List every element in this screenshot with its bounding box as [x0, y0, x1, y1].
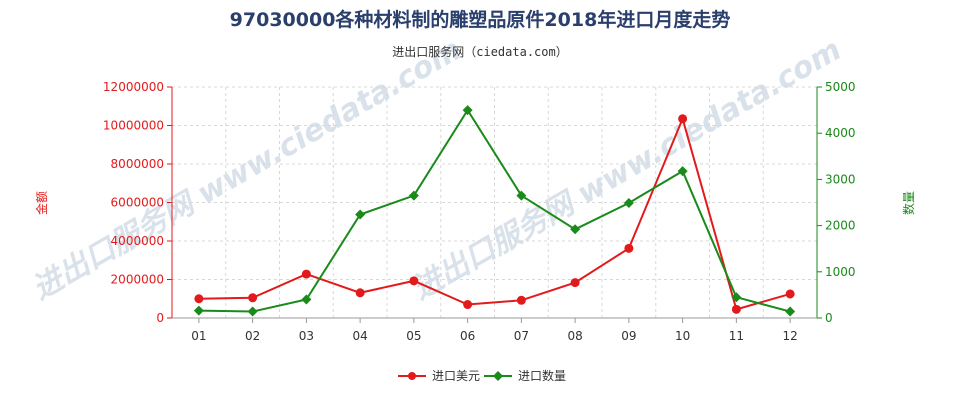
legend: 进口美元 进口数量 — [398, 368, 566, 383]
series-1-point[interactable] — [677, 166, 688, 177]
x-tick-label: 04 — [352, 329, 367, 343]
legend-label-import-qty: 进口数量 — [518, 368, 566, 383]
left-tick-label: 0 — [156, 311, 164, 325]
x-tick-label: 01 — [191, 329, 206, 343]
series-1-point[interactable] — [408, 190, 419, 201]
x-tick-label: 07 — [514, 329, 529, 343]
series-layer — [193, 105, 796, 317]
left-tick-label: 2000000 — [111, 273, 164, 287]
chart-title: 97030000各种材料制的雕塑品原件2018年进口月度走势 — [230, 8, 731, 31]
series-0-point[interactable] — [194, 294, 204, 304]
left-tick-label: 4000000 — [111, 234, 164, 248]
x-tick-label: 03 — [299, 329, 314, 343]
left-tick-label: 6000000 — [111, 196, 164, 210]
right-axis-ticks: 0 1000 2000 3000 4000 5000 — [817, 80, 856, 325]
series-1-point[interactable] — [301, 294, 312, 305]
x-tick-label: 11 — [729, 329, 744, 343]
svg-text:进出口服务网 www.ciedata.com: 进出口服务网 www.ciedata.com — [27, 32, 468, 307]
x-tick-label: 10 — [675, 329, 690, 343]
series-0-point[interactable] — [301, 269, 311, 279]
chart-subtitle: 进出口服务网（ciedata.com） — [392, 44, 567, 59]
series-1-point[interactable] — [355, 209, 366, 220]
x-axis-ticks: 01 02 03 04 05 06 07 08 09 10 11 12 — [191, 318, 798, 343]
x-tick-label: 06 — [460, 329, 475, 343]
series-0-point[interactable] — [463, 300, 473, 310]
right-tick-label: 0 — [825, 311, 833, 325]
left-axis-title: 金额 — [34, 191, 49, 215]
right-tick-label: 5000 — [825, 80, 856, 94]
legend-item-import-qty[interactable]: 进口数量 — [484, 368, 566, 383]
legend-item-import-usd[interactable]: 进口美元 — [398, 369, 480, 383]
series-0-point[interactable] — [624, 243, 634, 253]
series-1-point[interactable] — [731, 292, 742, 303]
series-1-point[interactable] — [785, 306, 796, 317]
series-1-point[interactable] — [462, 105, 473, 116]
series-0-point[interactable] — [516, 295, 526, 305]
series-line-0 — [198, 115, 791, 311]
right-tick-label: 4000 — [825, 126, 856, 140]
series-0-point[interactable] — [355, 288, 365, 298]
series-0-point[interactable] — [409, 276, 419, 286]
series-0-point[interactable] — [248, 293, 258, 303]
left-tick-label: 8000000 — [111, 157, 164, 171]
x-tick-label: 05 — [406, 329, 421, 343]
left-axis-ticks: 0 2000000 4000000 6000000 8000000 10000000 120… — [103, 80, 172, 325]
svg-text:进出口服务网 www.ciedata.com: 进出口服务网 www.ciedata.com — [407, 32, 848, 307]
right-axis-title: 数量 — [901, 191, 916, 215]
series-line-1 — [198, 108, 791, 313]
series-0-point[interactable] — [678, 114, 688, 124]
series-1-point[interactable] — [516, 190, 527, 201]
legend-label-import-usd: 进口美元 — [432, 369, 480, 383]
x-tick-label: 08 — [567, 329, 582, 343]
right-tick-label: 2000 — [825, 219, 856, 233]
right-tick-label: 3000 — [825, 172, 856, 186]
series-1-point[interactable] — [570, 224, 581, 235]
series-0-point[interactable] — [785, 289, 795, 299]
right-tick-label: 1000 — [825, 265, 856, 279]
series-1-point[interactable] — [247, 306, 258, 317]
x-tick-label: 02 — [245, 329, 260, 343]
left-tick-label: 12000000 — [103, 80, 164, 94]
series-1-point[interactable] — [193, 305, 204, 316]
series-0-point[interactable] — [570, 278, 580, 288]
series-1-point[interactable] — [623, 197, 634, 208]
series-0-point[interactable] — [731, 304, 741, 314]
x-tick-label: 09 — [621, 329, 636, 343]
x-tick-label: 12 — [782, 329, 797, 343]
left-tick-label: 10000000 — [103, 119, 164, 133]
